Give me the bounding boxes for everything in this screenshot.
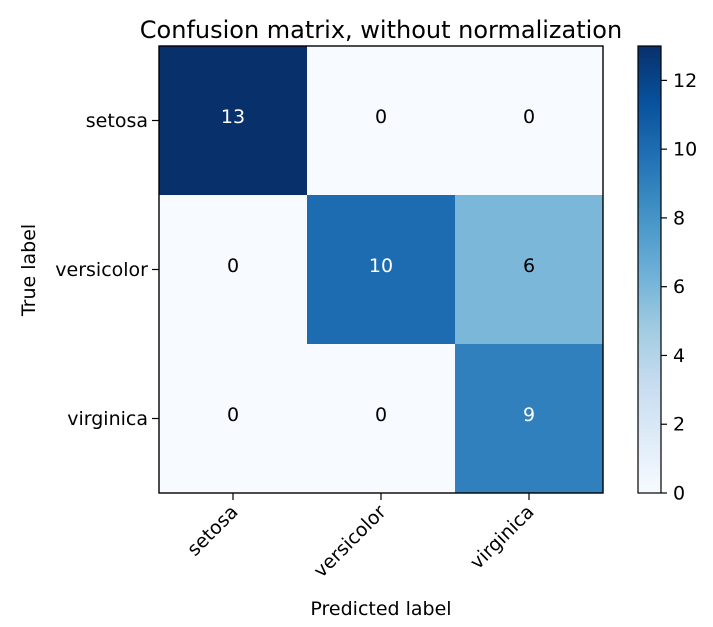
y-axis-ticks: setosa versicolor virginica	[55, 110, 159, 430]
heatmap-cells	[159, 46, 604, 494]
x-axis-label: Predicted label	[310, 598, 451, 620]
cell-value-label: 0	[375, 404, 387, 426]
heatmap-cell	[455, 195, 604, 345]
x-tick-label: setosa	[183, 501, 243, 561]
colorbar-ticks: 0 2 4 6 8 10 12	[661, 70, 697, 505]
heatmap-cell	[307, 344, 456, 494]
colorbar-tick-label: 10	[673, 139, 697, 161]
y-axis-label: True label	[18, 224, 40, 317]
cell-value-label: 9	[523, 404, 535, 426]
x-tick-label: virginica	[466, 501, 539, 574]
colorbar-tick-label: 8	[673, 207, 685, 229]
cell-value-label: 0	[227, 404, 239, 426]
heatmap-cell	[159, 195, 308, 345]
chart-title: Confusion matrix, without normalization	[140, 16, 622, 44]
heatmap-cell	[455, 46, 604, 196]
heatmap-cell	[159, 46, 308, 196]
cell-value-labels: 13 0 0 0 10 6 0 0 9	[221, 106, 535, 426]
cell-value-label: 0	[227, 255, 239, 277]
cell-value-label: 6	[523, 255, 535, 277]
cell-value-label: 13	[221, 106, 245, 128]
y-tick-label: versicolor	[55, 259, 148, 281]
x-axis-ticks: setosa versicolor virginica	[183, 493, 539, 582]
colorbar-tick-label: 0	[673, 483, 685, 505]
colorbar-tick-label: 6	[673, 276, 685, 298]
y-tick-label: setosa	[86, 110, 148, 132]
cell-value-label: 0	[375, 106, 387, 128]
colorbar-tick-label: 12	[673, 70, 697, 92]
heatmap-cell	[307, 46, 456, 196]
heatmap-cell	[455, 344, 604, 494]
cell-value-label: 0	[523, 106, 535, 128]
cell-value-label: 10	[369, 255, 393, 277]
colorbar-tick-label: 2	[673, 414, 685, 436]
heatmap-cell	[307, 195, 456, 345]
colorbar	[637, 45, 662, 494]
heatmap-cell	[159, 344, 308, 494]
colorbar-tick-label: 4	[673, 345, 685, 367]
y-tick-label: virginica	[67, 408, 148, 430]
x-tick-label: versicolor	[309, 501, 390, 582]
